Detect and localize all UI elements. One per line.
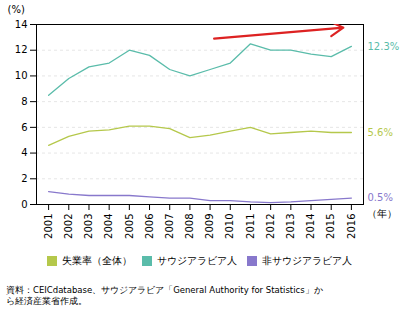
svg-text:2014: 2014 — [305, 214, 316, 239]
svg-text:6: 6 — [21, 122, 27, 133]
svg-text:2004: 2004 — [103, 214, 114, 239]
html-text:ら経済産業省作成。: ら経済産業省作成。 — [6, 295, 87, 306]
svg-text:（年）: （年） — [367, 208, 397, 219]
svg-text:2016: 2016 — [346, 214, 357, 239]
svg-text:14: 14 — [15, 19, 28, 30]
svg-text:2003: 2003 — [83, 214, 94, 239]
svg-text:2006: 2006 — [144, 214, 155, 239]
svg-text:0.5%: 0.5% — [368, 192, 393, 203]
svg-text:2: 2 — [21, 173, 27, 184]
svg-text:2011: 2011 — [245, 214, 256, 239]
svg-text:(%): (%) — [8, 4, 25, 15]
svg-text:12: 12 — [15, 44, 28, 55]
svg-text:2001: 2001 — [43, 214, 54, 239]
svg-text:2010: 2010 — [224, 214, 235, 239]
svg-text:12.3%: 12.3% — [368, 41, 400, 52]
svg-text:2015: 2015 — [325, 214, 336, 239]
svg-text:0: 0 — [21, 199, 27, 210]
html-text:資料：CEICdatabase、サウジアラビア「Genera: 資料：CEICdatabase、サウジアラビア「General Authorit… — [6, 285, 323, 295]
svg-text:10: 10 — [15, 70, 28, 81]
html-text:非サウジアラビア人: 非サウジアラビア人 — [262, 254, 352, 266]
svg-text:2012: 2012 — [265, 214, 276, 239]
html-text:失業率（全体）: 失業率（全体） — [62, 254, 132, 266]
svg-text:4: 4 — [21, 147, 27, 158]
svg-text:2002: 2002 — [63, 214, 74, 239]
svg-text:2005: 2005 — [124, 214, 135, 239]
svg-text:2008: 2008 — [184, 214, 195, 239]
svg-text:8: 8 — [21, 96, 27, 107]
svg-text:2007: 2007 — [164, 214, 175, 239]
html-text:サウジアラビア人: サウジアラビア人 — [157, 254, 237, 266]
svg-text:2013: 2013 — [285, 214, 296, 239]
svg-text:5.6%: 5.6% — [368, 127, 393, 138]
svg-text:2009: 2009 — [204, 214, 215, 239]
